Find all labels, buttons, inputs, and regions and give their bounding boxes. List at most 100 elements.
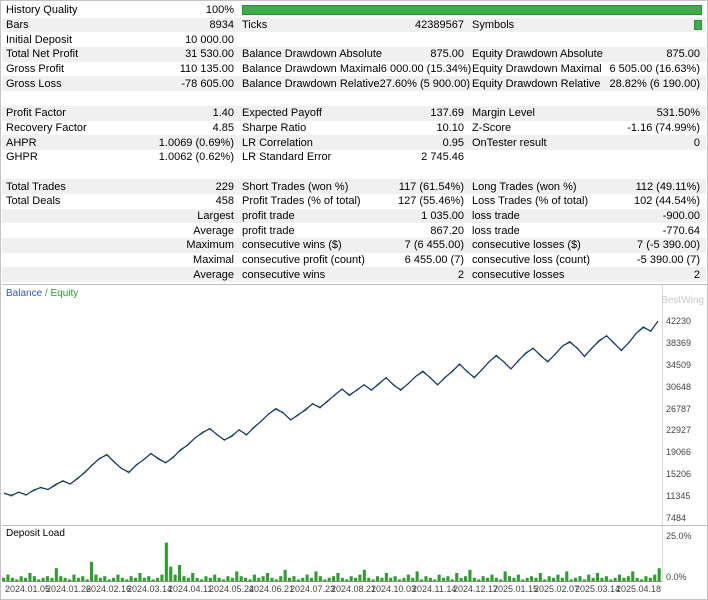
deposit-load-bar (613, 577, 617, 581)
deposit-load-bar (547, 576, 551, 581)
stat-label: Bars (6, 19, 29, 32)
stat-label: Expected Payoff (242, 107, 322, 120)
stats-row: Initial Deposit 10 000.00 (2, 32, 706, 47)
chart-y-axis-line (662, 285, 663, 526)
stats-row: Bars8934Ticks42389567Symbols1 (2, 17, 706, 33)
deposit-load-bar (164, 542, 168, 581)
chart-ytick-label: 15206 (666, 469, 692, 479)
deposit-load-bar (173, 574, 177, 581)
deposit-load-bar (63, 577, 67, 581)
deposit-load-chart[interactable]: Deposit Load 25.0% 0.0% 2024.01.05 2024.0… (2, 525, 707, 599)
deposit-load-bar (499, 579, 503, 581)
deposit-load-bar (59, 576, 63, 581)
deposit-load-bar (450, 579, 454, 581)
stat-label: LR Standard Error (242, 151, 332, 164)
stat-value: 102 (44.54%) (633, 195, 700, 208)
stat-value: 127 (55.46%) (397, 195, 464, 208)
deposit-load-bar (151, 579, 155, 581)
deposit-load-bar (521, 579, 525, 581)
watermark-text: BestWing (661, 295, 704, 306)
stat-label: profit trade (242, 224, 295, 237)
chart-legend: Balance / Equity (6, 288, 78, 299)
stats-row: Gross Profit 110 135.00 Balance Drawdown M… (2, 62, 706, 77)
stat-value: 112 (49.11%) (635, 180, 700, 193)
deposit-load-bar (503, 571, 507, 581)
deposit-load-bar (556, 574, 560, 581)
deposit-load-bar (428, 577, 432, 581)
deposit-load-bar (200, 579, 204, 581)
stat-label: consecutive wins (242, 268, 326, 281)
deposit-x-axis-line (2, 581, 662, 582)
deposit-load-bar (516, 574, 520, 581)
deposit-load-title: Deposit Load (6, 528, 65, 539)
stat-value: 2 (693, 268, 700, 281)
deposit-load-bar (310, 577, 314, 581)
deposit-xtick-label: 2024.01.05 (5, 584, 51, 594)
deposit-load-bar (239, 576, 243, 581)
stat-label: Symbols (472, 19, 515, 32)
deposit-load-bar (538, 573, 542, 581)
stat-value: Average (193, 224, 234, 237)
balance-equity-chart[interactable]: Balance / Equity BestWing 42230 38369 3450… (2, 284, 707, 526)
deposit-load-bar (437, 574, 441, 581)
balance-equity-plot[interactable] (2, 285, 662, 526)
deposit-load-bar (195, 577, 199, 581)
stat-label: consecutive loss (count) (472, 254, 590, 267)
deposit-load-bar (574, 577, 578, 581)
deposit-load-bar (362, 569, 366, 581)
deposit-load-bar (191, 573, 195, 581)
deposit-load-bar (98, 577, 102, 581)
deposit-load-bar (582, 579, 586, 581)
deposit-load-bar (248, 579, 252, 581)
deposit-load-bar (305, 574, 309, 581)
deposit-load-bar (459, 577, 463, 581)
stats-row: Total Deals 458 Profit Trades (% of total)… (2, 194, 706, 209)
stat-label: Gross Loss (6, 77, 62, 90)
deposit-xtick-label: 2024.10.03 (371, 584, 417, 594)
deposit-load-bar (600, 577, 604, 581)
history-quality-bar (242, 5, 702, 15)
stat-value: 2 745.46 (421, 151, 464, 164)
deposit-xtick-label: 2025.03.14 (575, 584, 621, 594)
deposit-load-bar (358, 574, 362, 581)
stat-value: -1.16 (74.99%) (627, 121, 700, 134)
stat-value: -5 390.00 (7) (637, 254, 700, 267)
deposit-load-bar (455, 573, 459, 581)
stat-value: 6 455.00 (7) (404, 254, 464, 267)
deposit-load-bar (389, 577, 393, 581)
deposit-load-bar (50, 577, 54, 581)
stat-value: 117 (61.54%) (398, 180, 464, 193)
stat-value: 28.82% (6 190.00) (609, 77, 700, 90)
deposit-load-bar (208, 577, 212, 581)
deposit-load-bar (371, 579, 375, 581)
deposit-xtick-label: 2025.02.07 (534, 584, 580, 594)
deposit-xtick-label: 2024.08.21 (331, 584, 377, 594)
deposit-load-bar (76, 577, 80, 581)
deposit-load-bar (442, 577, 446, 581)
stats-spacer (2, 164, 706, 180)
deposit-load-bar (288, 577, 292, 581)
stat-value: 7 (-5 390.00) (637, 239, 700, 252)
stat-value: 229 (215, 180, 234, 193)
stat-value: -770.64 (662, 224, 700, 237)
deposit-load-bar (424, 576, 428, 581)
stat-value: 4.85 (212, 121, 234, 134)
deposit-load-bar (512, 577, 516, 581)
deposit-load-bar (283, 569, 287, 581)
deposit-load-plot[interactable] (2, 541, 662, 581)
stat-label: Gross Profit (6, 63, 65, 76)
deposit-load-bar (494, 577, 498, 581)
stats-row: Profit Factor 1.40 Expected Payoff 137.69 Ma… (2, 105, 706, 121)
deposit-load-bar (296, 579, 300, 581)
deposit-load-bar (587, 574, 591, 581)
stat-value: 1.40 (212, 107, 234, 120)
deposit-load-bar (336, 573, 340, 581)
stat-label: profit trade (242, 209, 295, 222)
stat-label: Total Net Profit (6, 48, 79, 61)
deposit-load-bar (464, 576, 468, 581)
stats-row: Recovery Factor 4.85 Sharpe Ratio 10.10 Z-Sc… (2, 121, 706, 136)
deposit-load-bar (384, 573, 388, 581)
deposit-load-bar (142, 577, 146, 581)
stats-row: Total Trades 229 Short Trades (won %) 117 (… (2, 179, 706, 194)
